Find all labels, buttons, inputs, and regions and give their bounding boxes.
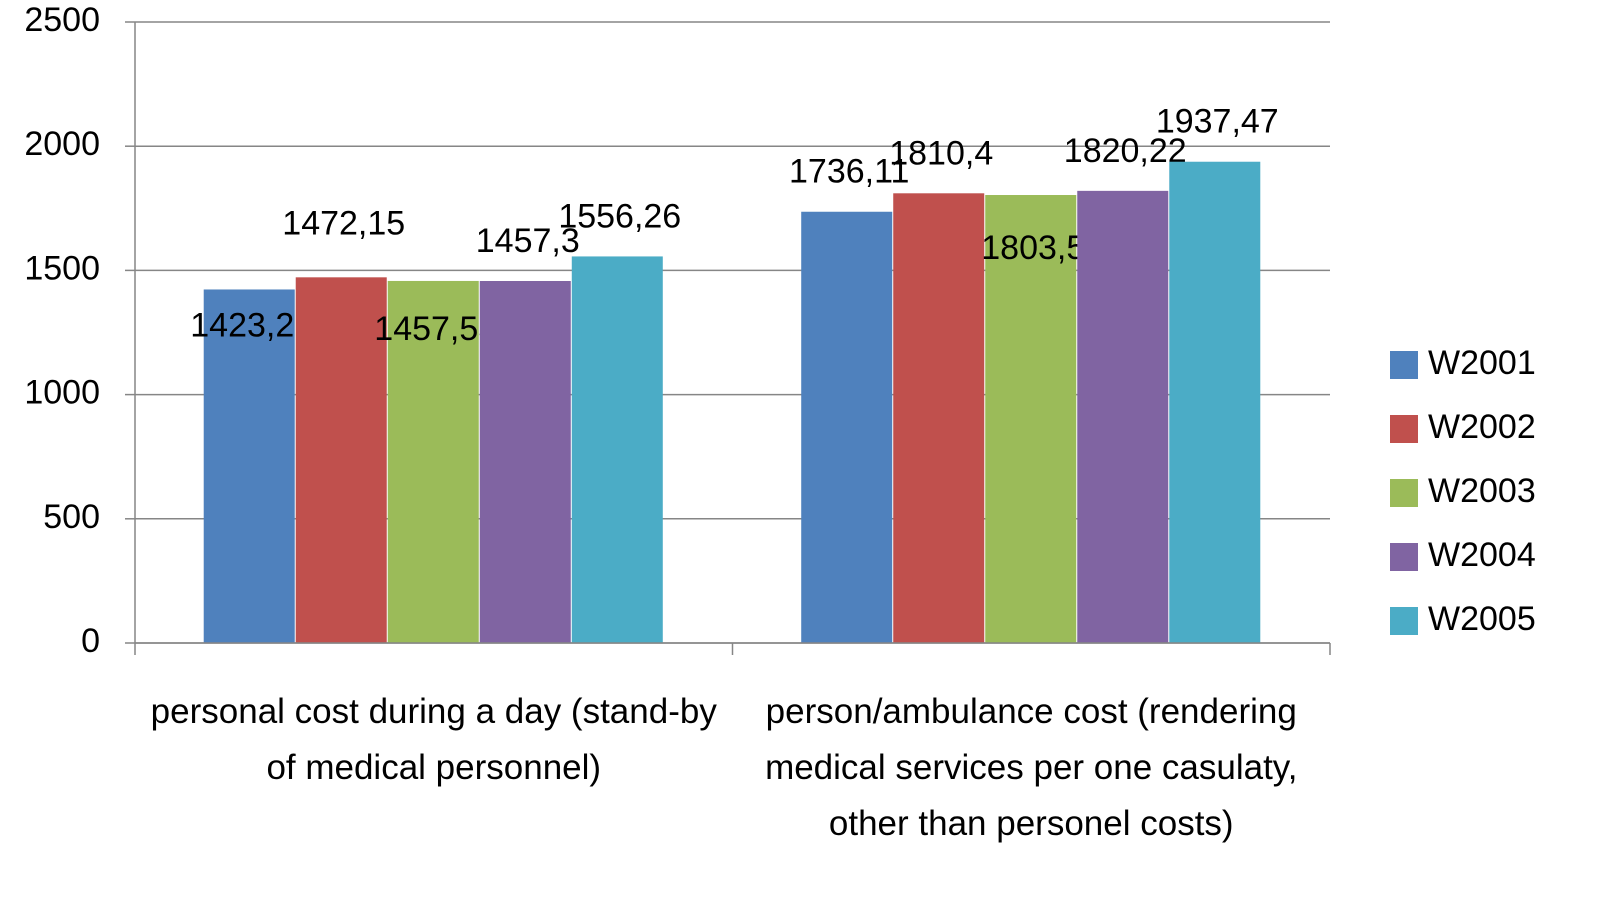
- x-tick-label: person/ambulance cost (rendering medical…: [765, 692, 1298, 843]
- bar: [893, 193, 985, 644]
- legend-swatch: [1390, 415, 1418, 443]
- legend-swatch: [1390, 479, 1418, 507]
- value-label: 1472,15: [282, 204, 405, 242]
- bar: [985, 195, 1077, 643]
- y-tick-label: 500: [43, 498, 100, 536]
- legend-label: W2002: [1428, 408, 1536, 446]
- bar: [801, 211, 893, 643]
- bar: [479, 281, 571, 643]
- legend-label: W2003: [1428, 472, 1536, 510]
- y-tick-label: 0: [81, 622, 100, 660]
- bar: [1077, 190, 1169, 643]
- bar: [203, 289, 295, 643]
- value-label: 1457,3: [476, 222, 580, 260]
- legend-label: W2005: [1428, 600, 1536, 638]
- legend-label: W2004: [1428, 536, 1536, 574]
- y-tick-label: 1000: [24, 374, 100, 412]
- legend-swatch: [1390, 543, 1418, 571]
- value-label: 1736,11: [789, 153, 909, 191]
- y-tick-label: 2000: [24, 125, 100, 163]
- bar: [571, 256, 663, 643]
- legend-swatch: [1390, 351, 1418, 379]
- bar: [1169, 161, 1261, 643]
- value-label: 1820,22: [1064, 132, 1187, 170]
- value-label: 1937,47: [1156, 103, 1279, 141]
- bar: [387, 280, 479, 643]
- value-label: 1457,53: [374, 310, 497, 348]
- y-tick-label: 2500: [24, 1, 100, 39]
- bar: [295, 277, 387, 643]
- x-tick-label: personal cost during a day (stand-by of …: [150, 692, 717, 787]
- value-label: 1556,26: [558, 197, 681, 235]
- value-label: 1810,4: [889, 134, 993, 172]
- legend-label: W2001: [1428, 344, 1536, 382]
- value-label: 1803,5: [981, 229, 1085, 267]
- value-label: 1423,21: [190, 306, 313, 344]
- y-tick-label: 1500: [24, 249, 100, 287]
- legend-swatch: [1390, 607, 1418, 635]
